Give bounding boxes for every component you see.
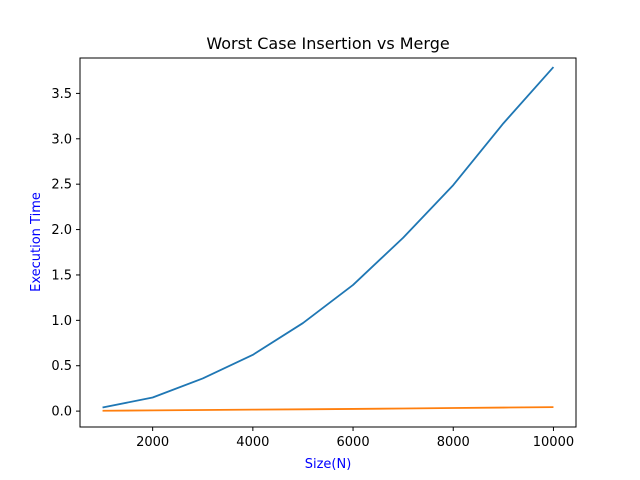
series-line-1	[102, 66, 555, 409]
x-tick-label: 4000	[236, 435, 269, 450]
y-axis-ticks: 0.0 0.5 1.0 1.5 2.0 2.5 3.0 3.5	[51, 87, 80, 420]
y-tick-label: 0.0	[51, 405, 72, 420]
x-tick-label: 8000	[437, 435, 470, 450]
series-line-2	[102, 406, 554, 412]
y-tick-label: 0.5	[51, 359, 72, 374]
x-tick-label: 10000	[533, 435, 574, 450]
y-tick-label: 1.0	[51, 314, 72, 329]
chart-title: Worst Case Insertion vs Merge	[206, 34, 449, 53]
plot-area-frame	[79, 57, 577, 428]
y-tick-label: 3.5	[51, 87, 72, 102]
series-lines	[102, 66, 555, 412]
y-axis-label: Execution Time	[29, 192, 44, 292]
y-tick-label: 2.5	[51, 178, 72, 193]
y-tick-label: 1.5	[51, 268, 72, 283]
x-axis-label: Size(N)	[305, 457, 352, 472]
y-tick-label: 2.0	[51, 223, 72, 238]
x-tick-label: 2000	[136, 435, 169, 450]
y-tick-label: 3.0	[51, 132, 72, 147]
x-tick-label: 6000	[337, 435, 370, 450]
x-axis-ticks: 2000 4000 6000 8000 10000	[136, 427, 574, 450]
